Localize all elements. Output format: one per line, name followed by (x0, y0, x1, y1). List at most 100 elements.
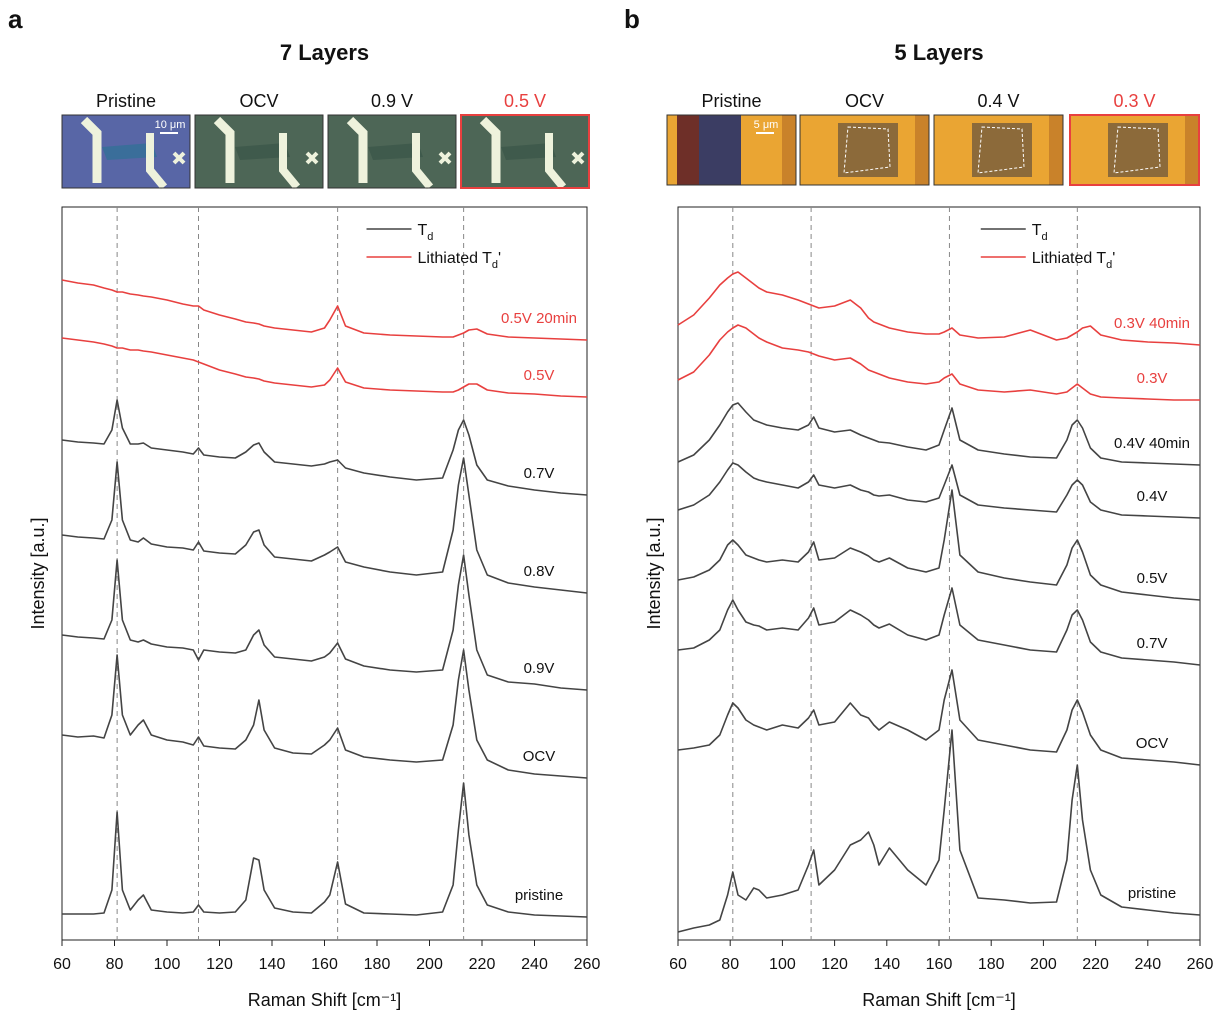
x-tick-label: 180 (978, 956, 1005, 973)
x-tick-label: 140 (259, 956, 286, 973)
image-border (194, 114, 324, 189)
x-tick-label: 200 (416, 956, 443, 973)
micrograph (667, 115, 796, 185)
legend-label: Td (418, 222, 434, 243)
electrode (213, 116, 235, 183)
electrode (279, 133, 301, 190)
x-tick-label: 160 (311, 956, 338, 973)
x-tick-label: 120 (821, 956, 848, 973)
x-tick-label: 60 (53, 956, 71, 973)
x-tick-label: 80 (721, 956, 739, 973)
spectrum (677, 271, 1201, 346)
series-label: 0.9V (524, 660, 555, 677)
legend-suffix: ' (1112, 250, 1115, 267)
micrograph (934, 115, 1063, 185)
micrograph (461, 115, 589, 190)
series-label: pristine (1128, 885, 1176, 902)
marker (438, 151, 452, 165)
scale-bar-label: 10 μm (155, 119, 186, 131)
series-label: OCV (1136, 735, 1169, 752)
spectrum (61, 649, 588, 779)
x-tick-label: 240 (521, 956, 548, 973)
legend-subscript: d (492, 259, 498, 271)
chart-title: 7 Layers (280, 40, 369, 65)
legend-text: Lithiated T (418, 250, 493, 267)
flake (102, 143, 157, 160)
series-label: 0.7V (524, 465, 555, 482)
electrode (146, 133, 168, 190)
image-border (327, 114, 457, 189)
marker (571, 151, 585, 165)
marker (305, 151, 319, 165)
x-tick-label: 200 (1030, 956, 1057, 973)
spectrum (677, 402, 1201, 466)
electrode (479, 116, 501, 183)
flake-outline (843, 126, 891, 174)
scale-bar-label: 5 μm (754, 119, 779, 131)
region (677, 115, 699, 185)
image-label: 0.5 V (504, 91, 546, 111)
x-tick-label: 180 (364, 956, 391, 973)
micrograph (195, 115, 323, 190)
series-label: 0.5V 20min (501, 310, 577, 327)
image-border (666, 114, 797, 186)
x-tick-label: 80 (106, 956, 124, 973)
flake-outline (977, 126, 1025, 174)
series-label: 0.4V (1137, 488, 1168, 505)
image-border (1069, 114, 1200, 186)
image-border (799, 114, 930, 186)
x-tick-label: 120 (206, 956, 233, 973)
image-label: OCV (845, 91, 884, 111)
series-label: 0.3V (1137, 370, 1168, 387)
micrograph (800, 115, 929, 185)
x-tick-label: 140 (873, 956, 900, 973)
region (782, 115, 796, 185)
panel-label: b (624, 4, 640, 34)
spectrum (61, 399, 588, 496)
spectrum (677, 669, 1201, 766)
spectrum (61, 279, 588, 341)
region (699, 115, 741, 185)
legend-text: T (418, 222, 428, 239)
legend-subscript: d (1106, 259, 1112, 271)
legend-suffix: ' (498, 250, 501, 267)
image-label: Pristine (701, 91, 761, 111)
panel-label: a (8, 4, 23, 34)
spectrum (62, 782, 588, 918)
electrode (346, 116, 368, 183)
image-label: Pristine (96, 91, 156, 111)
flake (235, 143, 290, 160)
image-border (61, 114, 191, 189)
x-axis-label: Raman Shift [cm⁻¹] (862, 990, 1016, 1010)
image-border (460, 114, 590, 189)
series-label: 0.4V 40min (1114, 435, 1190, 452)
region (1185, 115, 1199, 185)
chart-title: 5 Layers (894, 40, 983, 65)
x-tick-label: 220 (1082, 956, 1109, 973)
legend-subscript: d (1042, 231, 1048, 243)
micrograph (1070, 115, 1199, 185)
legend-text: T (1032, 222, 1042, 239)
image-label: 0.4 V (977, 91, 1019, 111)
series-label: 0.8V (524, 563, 555, 580)
series-label: 0.3V 40min (1114, 315, 1190, 332)
x-tick-label: 220 (469, 956, 496, 973)
series-label: 0.7V (1137, 635, 1168, 652)
micrograph (328, 115, 456, 190)
electrode (80, 116, 102, 183)
legend-label: Td (1032, 222, 1048, 243)
spectrum (61, 554, 588, 691)
series-label: OCV (523, 748, 556, 765)
spectrum (677, 324, 1200, 401)
region (915, 115, 929, 185)
electrode (412, 133, 434, 190)
series-label: pristine (515, 887, 563, 904)
image-label: 0.9 V (371, 91, 413, 111)
region (1049, 115, 1063, 185)
spectrum (61, 457, 588, 594)
y-axis-label: Intensity [a.u.] (28, 517, 48, 629)
series-label: 0.5V (1137, 570, 1168, 587)
flake-outline (1113, 126, 1161, 174)
